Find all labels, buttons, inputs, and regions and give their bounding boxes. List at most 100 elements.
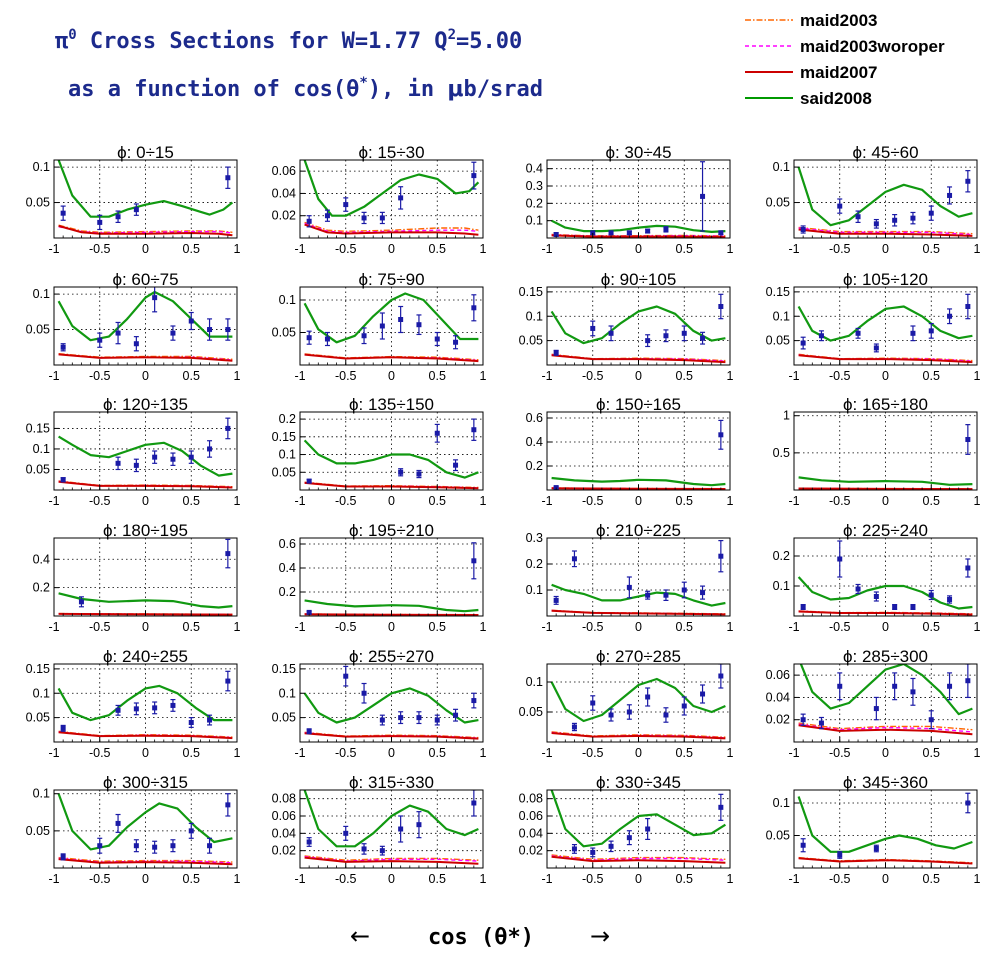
maid2003-curve [58, 856, 233, 863]
data-point [306, 218, 312, 224]
x-tick-label: 0 [635, 369, 642, 383]
data-point [928, 717, 934, 723]
y-tick-label: 0.1 [279, 686, 296, 700]
x-tick-label: 0 [388, 369, 395, 383]
data-point [398, 715, 404, 721]
data-point [379, 323, 385, 329]
panel-background [54, 287, 237, 365]
data-point [188, 454, 194, 460]
legend-entry: maid2003 [745, 11, 878, 30]
y-tick-label: 0.06 [272, 809, 296, 823]
data-points [965, 424, 971, 455]
panel-background [794, 287, 977, 365]
maid2007-curve [58, 858, 233, 866]
said2008-curve [57, 290, 233, 342]
said2008-curve [57, 160, 234, 218]
said2008-curve [304, 599, 479, 613]
x-tick-label: 0 [635, 494, 642, 508]
data-point [306, 335, 312, 341]
panel-title: ϕ: 240÷255 [103, 647, 188, 666]
data-point [800, 717, 806, 723]
y-tick-label: 0.5 [773, 446, 790, 460]
panel-background [300, 538, 483, 616]
data-point [608, 712, 614, 718]
said2008-curve [797, 305, 973, 342]
data-point [928, 328, 934, 334]
data-point [910, 604, 916, 610]
data-point [434, 430, 440, 436]
x-tick-label: 0 [388, 620, 395, 634]
data-point [398, 826, 404, 832]
chart-panel: -1 -0.5 0 0.5 1 0.02 0.04 0.06 0.08 ϕ: 315÷330 [272, 773, 487, 886]
y-tick-label: 0.2 [279, 585, 296, 599]
x-tick-label: 1 [480, 872, 487, 886]
data-point [398, 469, 404, 475]
x-axis-caption: ← cos (θ*) → [350, 922, 610, 950]
y-tick-label: 0.04 [272, 186, 296, 200]
panel-title: ϕ: 210÷225 [596, 521, 681, 540]
y-tick-label: 0.08 [272, 792, 296, 806]
data-point [800, 340, 806, 346]
x-tick-label: 0 [635, 872, 642, 886]
x-tick-label: -1 [788, 872, 799, 886]
data-point [718, 553, 724, 559]
x-tick-label: 1 [234, 369, 241, 383]
chart-panel: -1 -0.5 0 0.5 1 0.05 0.1 0.15 ϕ: 255÷270 [272, 647, 487, 760]
data-points [800, 170, 971, 234]
x-tick-label: 0 [882, 746, 889, 760]
x-tick-label: 0 [142, 872, 149, 886]
data-point [855, 586, 861, 592]
data-point [306, 609, 312, 615]
x-tick-label: 0.5 [183, 746, 200, 760]
data-point [718, 432, 724, 438]
legend-label: maid2007 [800, 63, 878, 82]
x-tick-label: -1 [48, 242, 59, 256]
y-tick-label: 0.02 [272, 844, 296, 858]
maid2007-curve [798, 724, 973, 736]
data-point [837, 852, 843, 858]
x-tick-label: -1 [788, 620, 799, 634]
data-point [571, 846, 577, 852]
data-point [133, 341, 139, 347]
x-tick-label: 0 [388, 494, 395, 508]
x-tick-label: -1 [294, 242, 305, 256]
y-tick-label: 0.05 [766, 829, 790, 843]
data-point [379, 215, 385, 221]
data-points [553, 293, 724, 356]
x-tick-label: 1 [480, 494, 487, 508]
y-tick-label: 0.3 [526, 531, 543, 545]
panel-title: ϕ: 135÷150 [349, 395, 434, 414]
said2008-curve [58, 435, 233, 477]
y-tick-label: 0.4 [33, 552, 50, 566]
x-tick-label: 0.5 [429, 620, 446, 634]
x-tick-label: 0.5 [676, 746, 693, 760]
x-tick-label: 0.5 [183, 494, 200, 508]
legend-label: maid2003woroper [800, 37, 945, 56]
panel-title: ϕ: 180÷195 [103, 521, 188, 540]
y-tick-label: 0.1 [33, 287, 50, 301]
data-point [416, 715, 422, 721]
x-tick-label: 0.5 [676, 494, 693, 508]
y-tick-label: 0.05 [766, 334, 790, 348]
maid2007-curve [304, 353, 479, 363]
data-point [207, 446, 213, 452]
x-tick-label: 1 [727, 369, 734, 383]
model-curves [550, 305, 726, 364]
data-point [873, 706, 879, 712]
data-point [928, 210, 934, 216]
x-tick-label: -0.5 [89, 872, 111, 886]
data-points [306, 542, 477, 615]
data-point [553, 350, 559, 356]
data-point [471, 173, 477, 179]
x-tick-label: 0.5 [429, 494, 446, 508]
panel-background [54, 160, 237, 238]
data-points [306, 790, 477, 856]
x-tick-label: -0.5 [582, 494, 604, 508]
model-curves [57, 793, 233, 866]
x-tick-label: -1 [788, 369, 799, 383]
data-point [188, 318, 194, 324]
x-tick-label: -0.5 [89, 494, 111, 508]
data-point [97, 219, 103, 225]
data-point [152, 295, 158, 301]
data-points [553, 539, 724, 605]
